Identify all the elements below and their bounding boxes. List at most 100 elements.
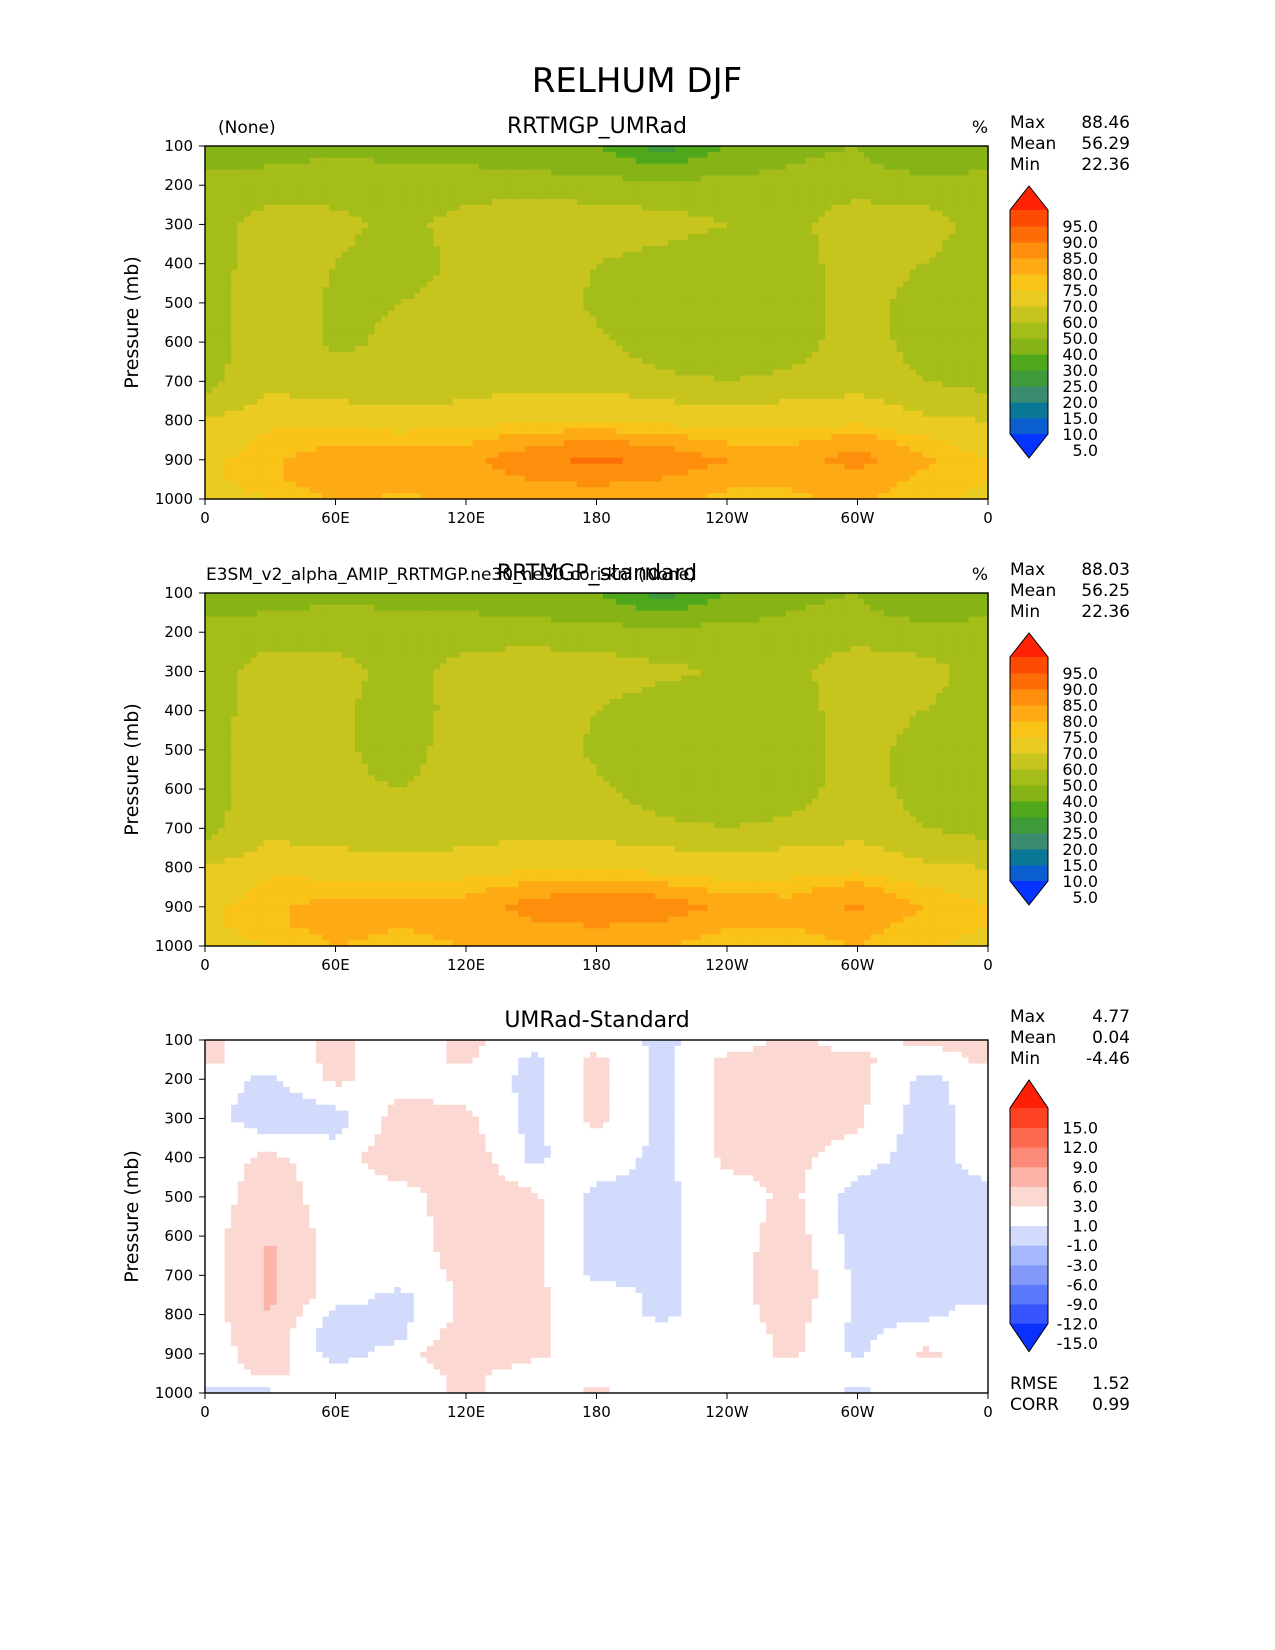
heatmap-cell bbox=[760, 152, 767, 158]
heatmap-cell bbox=[583, 187, 590, 193]
heatmap-cell bbox=[740, 193, 747, 199]
heatmap-cell bbox=[812, 181, 819, 187]
heatmap-cell bbox=[538, 199, 545, 205]
heatmap-cell bbox=[336, 199, 343, 205]
heatmap-cell bbox=[551, 211, 558, 217]
heatmap-cell bbox=[238, 164, 245, 170]
heatmap-cell bbox=[766, 170, 773, 176]
heatmap-cell bbox=[251, 211, 258, 217]
heatmap-cell bbox=[257, 164, 264, 170]
heatmap-cell bbox=[205, 164, 212, 170]
heatmap-cell bbox=[283, 152, 290, 158]
heatmap-cell bbox=[473, 152, 480, 158]
heatmap-cell bbox=[734, 146, 741, 152]
heatmap-cell bbox=[740, 158, 747, 164]
heatmap-cell bbox=[610, 146, 617, 152]
heatmap-cell bbox=[623, 193, 630, 199]
heatmap-cell bbox=[942, 152, 949, 158]
heatmap-cell bbox=[675, 181, 682, 187]
heatmap-cell bbox=[936, 187, 943, 193]
heatmap-cell bbox=[681, 211, 688, 217]
heatmap-cell bbox=[629, 146, 636, 152]
heatmap-cell bbox=[225, 199, 232, 205]
heatmap-cell bbox=[949, 146, 956, 152]
heatmap-cell bbox=[740, 205, 747, 211]
heatmap-cell bbox=[844, 181, 851, 187]
heatmap-cell bbox=[734, 152, 741, 158]
heatmap-cell bbox=[825, 175, 832, 181]
heatmap-cell bbox=[786, 158, 793, 164]
heatmap-cell bbox=[238, 211, 245, 217]
heatmap-cell bbox=[231, 187, 238, 193]
heatmap-cell bbox=[473, 187, 480, 193]
heatmap-cell bbox=[342, 158, 349, 164]
heatmap-cell bbox=[551, 199, 558, 205]
heatmap-cell bbox=[975, 175, 982, 181]
heatmap-cell bbox=[433, 211, 440, 217]
heatmap-cell bbox=[375, 199, 382, 205]
heatmap-cell bbox=[864, 146, 871, 152]
heatmap-cell bbox=[205, 187, 212, 193]
heatmap-cell bbox=[492, 146, 499, 152]
heatmap-cell bbox=[277, 164, 284, 170]
heatmap-cell bbox=[929, 211, 936, 217]
heatmap-cell bbox=[309, 158, 316, 164]
heatmap-cell bbox=[714, 217, 721, 223]
heatmap-cell bbox=[557, 205, 564, 211]
heatmap-cell bbox=[296, 170, 303, 176]
heatmap-cell bbox=[329, 187, 336, 193]
heatmap-cell bbox=[270, 199, 277, 205]
heatmap-cell bbox=[779, 158, 786, 164]
heatmap-cell bbox=[766, 193, 773, 199]
heatmap-cell bbox=[414, 175, 421, 181]
heatmap-cell bbox=[518, 187, 525, 193]
heatmap-cell bbox=[707, 146, 714, 152]
heatmap-cell bbox=[942, 187, 949, 193]
heatmap-cell bbox=[610, 158, 617, 164]
heatmap-cell bbox=[316, 193, 323, 199]
heatmap-cell bbox=[296, 146, 303, 152]
heatmap-cell bbox=[720, 164, 727, 170]
heatmap-cell bbox=[838, 152, 845, 158]
heatmap-cell bbox=[283, 205, 290, 211]
heatmap-cell bbox=[394, 193, 401, 199]
heatmap-cell bbox=[701, 205, 708, 211]
heatmap-cell bbox=[499, 175, 506, 181]
heatmap-cell bbox=[459, 181, 466, 187]
heatmap-cell bbox=[890, 193, 897, 199]
heatmap-cell bbox=[812, 205, 819, 211]
heatmap-cell bbox=[642, 175, 649, 181]
heatmap-cell bbox=[427, 181, 434, 187]
heatmap-cell bbox=[557, 217, 564, 223]
heatmap-cell bbox=[453, 217, 460, 223]
heatmap-cell bbox=[355, 211, 362, 217]
heatmap-cell bbox=[903, 205, 910, 211]
heatmap-cell bbox=[792, 146, 799, 152]
heatmap-cell bbox=[440, 217, 447, 223]
heatmap-cell bbox=[720, 158, 727, 164]
heatmap-cell bbox=[799, 181, 806, 187]
heatmap-cell bbox=[505, 175, 512, 181]
heatmap-cell bbox=[753, 152, 760, 158]
heatmap-cell bbox=[590, 175, 597, 181]
heatmap-cell bbox=[720, 170, 727, 176]
heatmap-cell bbox=[283, 187, 290, 193]
heatmap-cell bbox=[564, 211, 571, 217]
heatmap-cell bbox=[309, 164, 316, 170]
heatmap-cell bbox=[336, 158, 343, 164]
heatmap-cell bbox=[564, 199, 571, 205]
heatmap-cell bbox=[570, 199, 577, 205]
heatmap-cell bbox=[714, 187, 721, 193]
heatmap-cell bbox=[701, 217, 708, 223]
heatmap-cell bbox=[407, 193, 414, 199]
heatmap-cell bbox=[655, 158, 662, 164]
heatmap-cell bbox=[375, 170, 382, 176]
heatmap-cell bbox=[962, 211, 969, 217]
heatmap-cell bbox=[290, 152, 297, 158]
heatmap-cell bbox=[381, 187, 388, 193]
heatmap-cell bbox=[929, 164, 936, 170]
heatmap-cell bbox=[968, 158, 975, 164]
heatmap-cell bbox=[897, 199, 904, 205]
heatmap-cell bbox=[897, 164, 904, 170]
heatmap-cell bbox=[212, 217, 219, 223]
